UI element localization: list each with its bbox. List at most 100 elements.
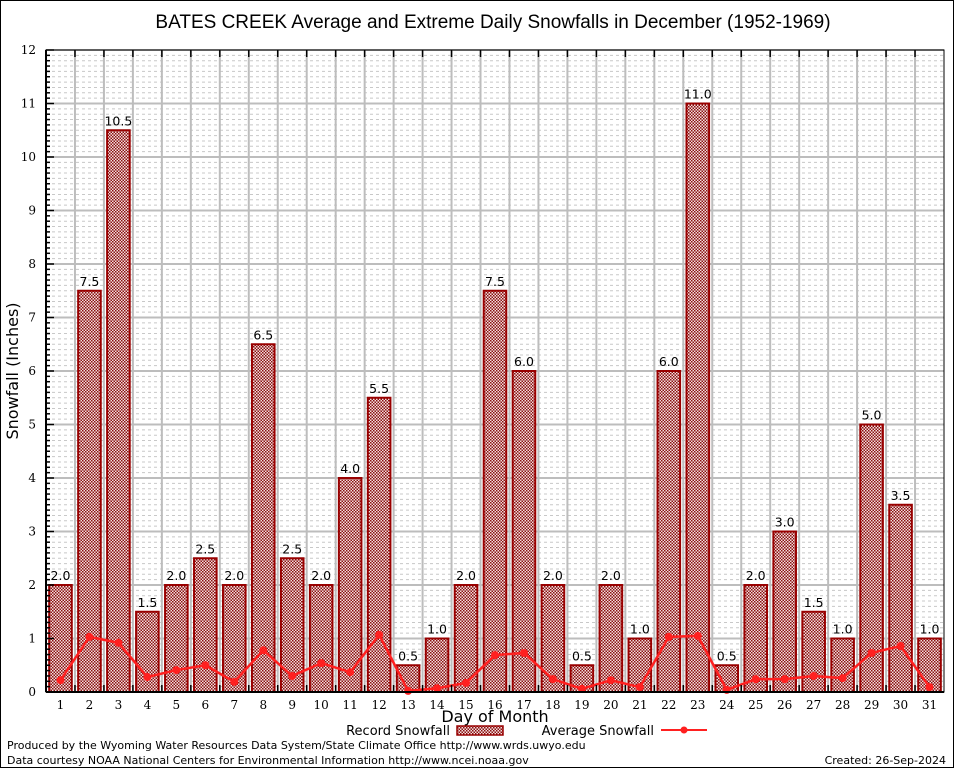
record-bar-day-20 [598,584,624,693]
bar-label-day-15: 2.0 [456,568,476,583]
bar-label-day-19: 0.5 [572,648,592,663]
y-tick-label-11: 11 [21,97,36,111]
legend-average-marker [680,726,688,734]
average-point-day-13 [404,686,413,695]
record-bar-day-6 [193,557,218,693]
bar-label-day-24: 0.5 [717,648,737,663]
average-point-day-6 [201,661,210,670]
bar-label-day-5: 2.0 [166,568,186,583]
record-bar-day-28 [830,637,855,693]
y-tick-label-9: 9 [28,204,36,218]
legend-record-label: Record Snowfall [346,724,450,739]
bar-label-day-21: 1.0 [630,622,650,637]
record-bar-day-26 [772,530,797,693]
x-tick-label-26: 26 [777,698,792,712]
average-point-day-18 [548,675,557,684]
y-tick-label-3: 3 [28,525,36,539]
x-tick-label-27: 27 [806,698,821,712]
average-point-day-1 [56,676,65,685]
average-point-day-23 [693,631,702,640]
x-tick-label-4: 4 [144,698,152,712]
x-tick-label-13: 13 [400,698,415,712]
record-bar-day-27 [801,610,826,693]
x-tick-label-15: 15 [458,698,473,712]
average-point-day-3 [114,638,123,647]
bar-label-day-20: 2.0 [601,568,621,583]
bar-label-day-23: 11.0 [684,87,712,102]
record-bar-day-8 [250,343,276,693]
y-tick-label-8: 8 [28,257,36,271]
average-snowfall-line [56,630,934,695]
legend-record-swatch [456,725,504,736]
average-point-day-31 [925,683,934,692]
y-tick-label-7: 7 [28,311,36,325]
footer-data-courtesy: Data courtesy NOAA National Centers for … [7,754,529,767]
bar-label-day-12: 5.5 [369,381,389,396]
footer-produced-by: Produced by the Wyoming Water Resources … [7,739,586,752]
average-point-day-7 [230,677,239,686]
x-tick-label-17: 17 [516,698,531,712]
average-point-day-4 [143,673,152,682]
x-tick-label-24: 24 [719,698,735,712]
average-point-day-21 [635,683,644,692]
y-tick-label-10: 10 [21,150,36,164]
average-point-day-8 [259,646,268,655]
x-tick-label-11: 11 [343,698,358,712]
bar-label-day-3: 10.5 [104,113,132,128]
footer-created-date: Created: 26-Sep-2024 [825,754,946,767]
bar-label-day-8: 6.5 [253,327,273,342]
record-bar-day-10 [308,584,334,693]
x-tick-label-14: 14 [429,698,445,712]
y-axis-label: Snowfall (Inches) [3,302,22,439]
x-tick-label-2: 2 [86,698,94,712]
record-bar-day-30 [888,503,913,693]
average-point-day-29 [867,648,876,657]
bar-label-day-6: 2.5 [195,541,215,556]
average-point-day-14 [433,684,442,693]
bar-label-day-10: 2.0 [311,568,331,583]
bar-label-day-7: 2.0 [224,568,244,583]
y-tick-label-6: 6 [28,364,36,378]
x-tick-label-3: 3 [115,698,123,712]
x-tick-label-22: 22 [661,698,676,712]
x-tick-label-31: 31 [922,698,937,712]
x-tick-label-8: 8 [259,698,267,712]
legend-average-label: Average Snowfall [542,724,654,739]
bar-label-day-25: 2.0 [746,568,766,583]
bar-label-day-30: 3.5 [891,488,911,503]
bar-label-day-13: 0.5 [398,648,418,663]
x-tick-label-21: 21 [632,698,647,712]
record-bar-day-14 [424,637,450,693]
bar-label-day-16: 7.5 [485,274,505,289]
x-tick-label-18: 18 [545,698,560,712]
average-point-day-25 [751,675,760,684]
y-tick-label-5: 5 [28,418,36,432]
average-point-day-22 [664,632,673,641]
y-tick-label-12: 12 [21,43,36,57]
bar-label-day-27: 1.5 [804,595,824,610]
x-tick-label-5: 5 [173,698,181,712]
bar-label-day-28: 1.0 [833,622,853,637]
average-point-day-19 [577,684,586,693]
bar-label-day-9: 2.5 [282,541,302,556]
record-bar-day-2 [77,289,102,693]
y-tick-label-4: 4 [28,471,36,485]
y-tick-label-1: 1 [28,632,36,646]
record-bar-day-3 [106,129,131,693]
legend: Record Snowfall Average Snowfall [346,724,707,739]
record-bar-day-22 [656,370,682,693]
x-tick-label-19: 19 [574,698,589,712]
y-tick-label-0: 0 [28,685,36,699]
x-tick-label-9: 9 [288,698,296,712]
bar-label-day-2: 7.5 [80,274,100,289]
x-tick-label-20: 20 [603,698,618,712]
bar-label-day-31: 1.0 [920,622,940,637]
x-tick-label-7: 7 [230,698,238,712]
x-tick-label-1: 1 [57,698,65,712]
bar-value-labels: 2.0 7.5 10.5 1.5 2.0 2.5 2.0 6.5 2.5 2.0 4.0 5.5 0.5… [51,87,940,664]
average-point-day-20 [606,676,615,685]
average-point-day-27 [809,671,818,680]
